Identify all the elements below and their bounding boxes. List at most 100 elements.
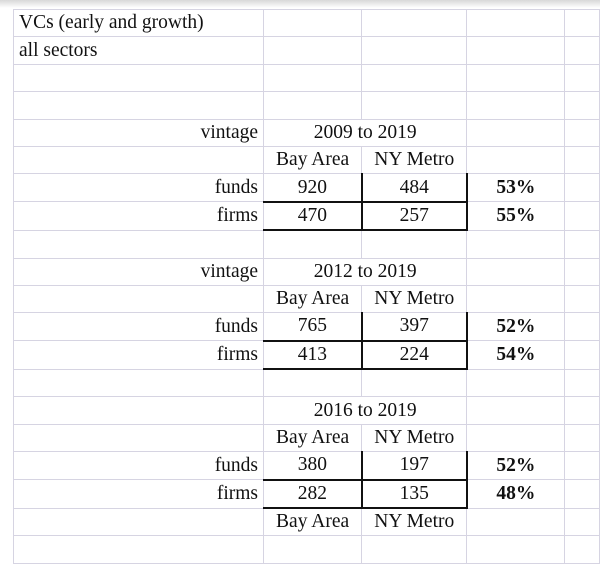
cell[interactable] — [466, 91, 565, 120]
cell[interactable] — [563, 118, 600, 147]
cell[interactable] — [563, 63, 600, 93]
cell[interactable] — [563, 507, 600, 537]
cell[interactable] — [12, 535, 265, 564]
cell[interactable] — [563, 229, 600, 259]
cell[interactable] — [563, 201, 600, 231]
bay-area-value[interactable]: 380 — [263, 451, 363, 481]
cell[interactable] — [466, 284, 565, 314]
ratio-value[interactable]: 48% — [466, 479, 565, 509]
cell[interactable] — [563, 91, 600, 120]
cell[interactable] — [361, 368, 468, 398]
cell[interactable] — [263, 229, 363, 259]
ratio-value[interactable]: 52% — [466, 312, 565, 342]
cell[interactable] — [466, 368, 565, 398]
cell[interactable] — [563, 479, 600, 509]
cell[interactable] — [563, 535, 600, 564]
cell[interactable] — [466, 257, 565, 286]
region-header-bay-area[interactable]: Bay Area — [263, 145, 363, 175]
ratio-value[interactable]: 55% — [466, 201, 565, 231]
vintage-label[interactable]: vintage — [12, 257, 265, 286]
cell[interactable] — [361, 229, 468, 259]
cell[interactable] — [466, 8, 565, 38]
sheet-title[interactable]: VCs (early and growth) — [12, 8, 265, 38]
cell[interactable] — [12, 229, 265, 259]
bay-area-value[interactable]: 470 — [263, 201, 363, 232]
bay-area-value[interactable]: 282 — [263, 479, 363, 510]
cell[interactable] — [563, 368, 600, 398]
cell[interactable] — [466, 535, 565, 564]
cell[interactable] — [263, 368, 363, 398]
region-header-ny-metro[interactable]: NY Metro — [361, 423, 468, 453]
cell[interactable] — [563, 451, 600, 481]
cell[interactable] — [12, 145, 265, 175]
cell[interactable] — [563, 257, 600, 286]
row-label[interactable]: funds — [12, 312, 265, 342]
cell[interactable] — [466, 396, 565, 425]
bay-area-value[interactable]: 765 — [263, 312, 363, 342]
cell[interactable] — [563, 396, 600, 425]
vintage-label[interactable]: vintage — [12, 118, 265, 147]
cell[interactable] — [466, 423, 565, 453]
row-label[interactable]: funds — [12, 451, 265, 481]
cell[interactable] — [563, 8, 600, 38]
cell[interactable] — [12, 91, 265, 120]
ratio-value[interactable]: 54% — [466, 340, 565, 370]
region-header-ny-metro[interactable]: NY Metro — [361, 145, 468, 175]
row-label[interactable]: firms — [12, 340, 265, 370]
ny-metro-value[interactable]: 197 — [361, 451, 468, 481]
ratio-value[interactable]: 52% — [466, 451, 565, 481]
ny-metro-value[interactable]: 257 — [361, 201, 468, 232]
cell[interactable] — [361, 36, 468, 65]
sheet-row — [12, 91, 600, 120]
ny-metro-value[interactable]: 397 — [361, 312, 468, 342]
sheet-subtitle[interactable]: all sectors — [12, 36, 265, 65]
row-label[interactable]: funds — [12, 173, 265, 203]
cell[interactable] — [466, 63, 565, 93]
cell[interactable] — [466, 229, 565, 259]
region-header-ny-metro[interactable]: NY Metro — [361, 284, 468, 314]
bay-area-value[interactable]: 413 — [263, 340, 363, 371]
cell[interactable] — [361, 63, 468, 93]
cell[interactable] — [563, 340, 600, 370]
cell[interactable] — [12, 284, 265, 314]
ny-metro-value[interactable]: 224 — [361, 340, 468, 371]
period-header[interactable]: 2012 to 2019 — [263, 257, 468, 286]
cell[interactable] — [466, 507, 565, 537]
sheet-row — [12, 368, 600, 398]
ratio-value[interactable]: 53% — [466, 173, 565, 203]
cell[interactable] — [263, 535, 363, 564]
ny-metro-value[interactable]: 135 — [361, 479, 468, 510]
cell[interactable] — [563, 284, 600, 314]
cell[interactable] — [466, 36, 565, 65]
period-header[interactable]: 2016 to 2019 — [263, 396, 468, 425]
cell[interactable] — [466, 145, 565, 175]
cell[interactable] — [563, 36, 600, 65]
cell[interactable] — [361, 8, 468, 38]
cell[interactable] — [12, 63, 265, 93]
vintage-label[interactable] — [12, 396, 265, 425]
cell[interactable] — [12, 423, 265, 453]
cell[interactable] — [563, 173, 600, 203]
cell[interactable] — [563, 145, 600, 175]
cell[interactable] — [263, 8, 363, 38]
cell[interactable] — [563, 423, 600, 453]
period-header[interactable]: 2009 to 2019 — [263, 118, 468, 147]
cell[interactable] — [12, 507, 265, 537]
cell[interactable] — [361, 91, 468, 120]
cell[interactable] — [263, 91, 363, 120]
region-header-bay-area[interactable]: Bay Area — [263, 284, 363, 314]
bay-area-value[interactable]: 920 — [263, 173, 363, 203]
region-header-bay-area[interactable]: Bay Area — [263, 423, 363, 453]
sheet-row: firms 282 135 48% — [12, 479, 600, 510]
cell[interactable] — [361, 535, 468, 564]
region-header-bay-area[interactable]: Bay Area — [263, 507, 363, 537]
region-header-ny-metro[interactable]: NY Metro — [361, 507, 468, 537]
row-label[interactable]: firms — [12, 201, 265, 231]
cell[interactable] — [263, 36, 363, 65]
cell[interactable] — [466, 118, 565, 147]
cell[interactable] — [563, 312, 600, 342]
ny-metro-value[interactable]: 484 — [361, 173, 468, 203]
cell[interactable] — [12, 368, 265, 398]
cell[interactable] — [263, 63, 363, 93]
row-label[interactable]: firms — [12, 479, 265, 509]
